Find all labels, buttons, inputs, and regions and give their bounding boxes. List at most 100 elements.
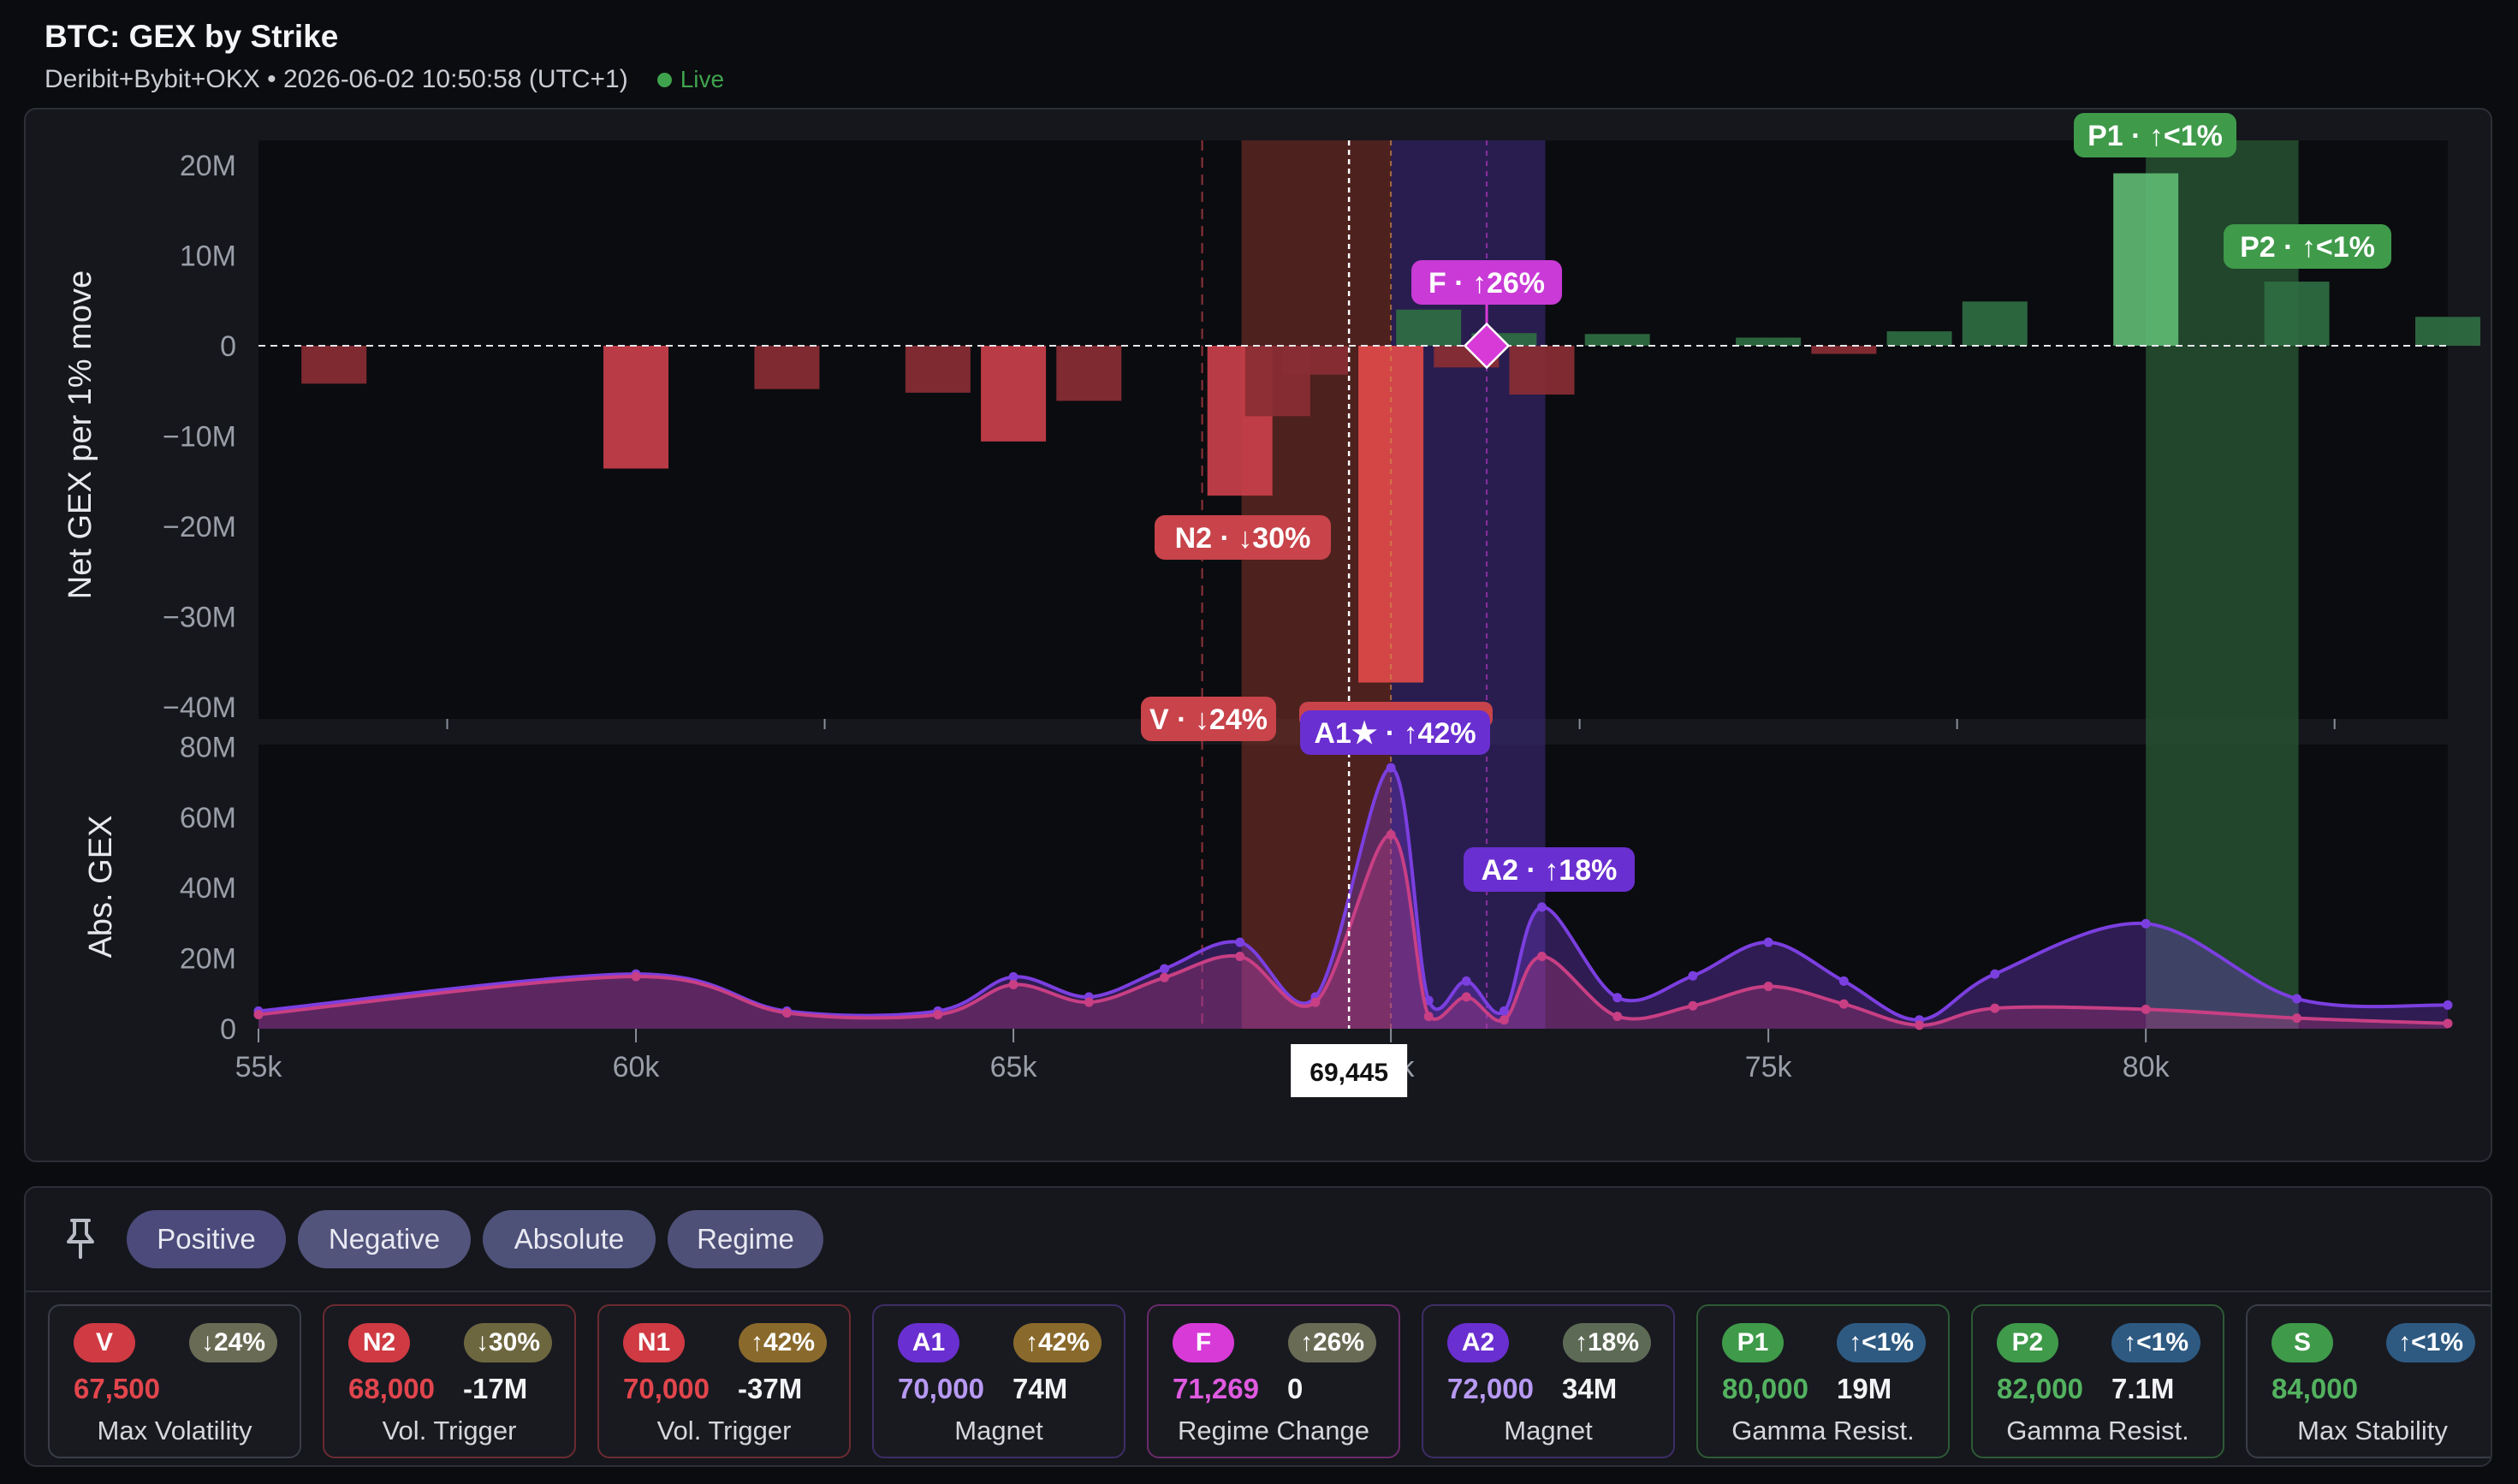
pin-icon[interactable]	[60, 1215, 101, 1263]
gex-bar	[2415, 317, 2480, 346]
bottom-y-axis-label: Abs. GEX	[83, 816, 119, 959]
gex-point	[1008, 971, 1018, 982]
gex-point	[253, 1010, 264, 1020]
level-code-badge: P1	[1722, 1323, 1784, 1362]
a1-annotation-label: A1★ · ↑42%	[1314, 717, 1476, 750]
absolute-gex-line	[258, 766, 2449, 1022]
gex-bar	[603, 346, 669, 469]
negative-gex-area	[258, 834, 2448, 1029]
level-code-badge: V	[74, 1323, 135, 1362]
gex-bar	[2113, 173, 2179, 346]
y-tick-label: −30M	[163, 602, 236, 634]
level-code-badge: P2	[1997, 1323, 2058, 1362]
gex-point	[1763, 937, 1773, 947]
p2-annotation-pill	[2224, 224, 2391, 269]
legend-panel: Positive Negative Absolute Regime V ↓24% 6…	[24, 1186, 2492, 1467]
gex-point	[933, 1010, 943, 1020]
gex-point	[781, 1007, 792, 1018]
level-description: Gamma Resist.	[1731, 1416, 1915, 1445]
level-code-badge: A2	[1447, 1323, 1509, 1362]
gex-point	[2141, 918, 2151, 929]
level-strike: 67,500	[74, 1373, 160, 1404]
level-description: Max Volatility	[97, 1416, 252, 1445]
filter-negative[interactable]: Negative	[298, 1210, 471, 1268]
page-title: BTC: GEX by Strike	[45, 19, 339, 54]
gex-point	[2141, 1004, 2151, 1014]
a1-annotation-pill	[1300, 710, 1490, 755]
level-code-badge: A1	[898, 1323, 959, 1362]
spot-label-box	[1291, 1044, 1408, 1097]
legend-divider	[26, 1291, 2491, 1292]
gex-bar	[1584, 334, 1650, 346]
gex-point	[1688, 971, 1698, 981]
level-pct-badge: ↑18%	[1562, 1323, 1651, 1362]
level-strike: 80,000	[1722, 1373, 1808, 1404]
gex-bar	[1811, 346, 1877, 354]
filter-regime[interactable]: Regime	[668, 1210, 823, 1268]
level-strike: 72,000	[1447, 1373, 1534, 1404]
x-tick-label: 65k	[990, 1051, 1038, 1083]
level-value: 34M	[1562, 1373, 1618, 1404]
level-card[interactable]: A2 ↑18% 72,000 34M Magnet	[1422, 1304, 1675, 1458]
gex-point	[1235, 937, 1245, 947]
gex-bar	[301, 346, 367, 384]
level-strike: 82,000	[1997, 1373, 2083, 1404]
x-tick-label: 60k	[613, 1051, 661, 1083]
absolute-gex-area	[258, 768, 2448, 1029]
gex-point	[1499, 1006, 1509, 1016]
level-card[interactable]: N2 ↓30% 68,000 -17M Vol. Trigger	[323, 1304, 576, 1458]
level-code-badge: N1	[623, 1323, 685, 1362]
gex-point	[1612, 993, 1623, 1003]
level-description: Magnet	[954, 1416, 1043, 1445]
level-card[interactable]: N1 ↑42% 70,000 -37M Vol. Trigger	[597, 1304, 851, 1458]
a2-annotation-pill	[1464, 847, 1635, 892]
gex-point	[1537, 902, 1547, 912]
filter-positive[interactable]: Positive	[127, 1210, 286, 1268]
level-description: Max Stability	[2297, 1416, 2448, 1445]
gex-point	[1310, 997, 1321, 1007]
level-code-badge: N2	[348, 1323, 410, 1362]
gex-bar	[1509, 346, 1575, 395]
gex-bar	[981, 346, 1047, 442]
level-strike: 70,000	[898, 1373, 984, 1404]
level-card[interactable]: S ↑<1% 84,000 Max Stability	[2246, 1304, 2491, 1458]
level-card[interactable]: P2 ↑<1% 82,000 7.1M Gamma Resist.	[1971, 1304, 2224, 1458]
gex-point	[1990, 1003, 2000, 1013]
source-timestamp: Deribit+Bybit+OKX • 2026-06-02 10:50:58 …	[45, 65, 628, 93]
level-pct-badge: ↓24%	[188, 1323, 277, 1362]
gex-point	[2292, 1013, 2302, 1024]
filter-absolute[interactable]: Absolute	[483, 1210, 656, 1268]
gex-point	[1461, 976, 1471, 986]
gex-point	[2443, 1018, 2453, 1029]
level-card[interactable]: F ↑26% 71,269 0 Regime Change	[1147, 1304, 1400, 1458]
level-value: 7.1M	[2111, 1373, 2175, 1404]
level-pct-badge: ↑<1%	[2386, 1323, 2475, 1362]
level-value: 74M	[1013, 1373, 1068, 1404]
y-tick-label: −20M	[163, 511, 236, 543]
f-annotation-pill	[1411, 260, 1563, 305]
gex-point	[1915, 1020, 1925, 1030]
level-pct-badge: ↑42%	[1013, 1323, 1102, 1362]
level-value: -37M	[738, 1373, 803, 1404]
gex-point	[1386, 829, 1396, 840]
gex-point	[2292, 994, 2302, 1004]
gex-bar	[905, 346, 971, 393]
level-description: Gamma Resist.	[2006, 1416, 2189, 1445]
f-marker-icon	[1463, 322, 1511, 370]
gex-bar	[1282, 346, 1348, 375]
level-card[interactable]: A1 ↑42% 70,000 74M Magnet	[872, 1304, 1125, 1458]
gex-bar	[1736, 337, 1802, 346]
gex-bar	[1886, 331, 1952, 346]
level-description: Vol. Trigger	[382, 1416, 517, 1445]
level-card[interactable]: P1 ↑<1% 80,000 19M Gamma Resist.	[1696, 1304, 1950, 1458]
gex-point	[1159, 964, 1169, 974]
level-card[interactable]: V ↓24% 67,500 Max Volatility	[48, 1304, 301, 1458]
p1-annotation-pill	[2074, 113, 2236, 157]
x-tick-label: 75k	[1745, 1051, 1793, 1083]
top-y-axis-label: Net GEX per 1% move	[62, 270, 98, 599]
level-value: -17M	[463, 1373, 528, 1404]
level-strike: 84,000	[2272, 1373, 2358, 1404]
gex-point	[1838, 999, 1849, 1009]
gex-chart[interactable]: Net GEX per 1% move Abs. GEX 20M 10M 0 −10M −2…	[26, 110, 2491, 1160]
p1-annotation-label: P1 · ↑<1%	[2087, 120, 2223, 152]
